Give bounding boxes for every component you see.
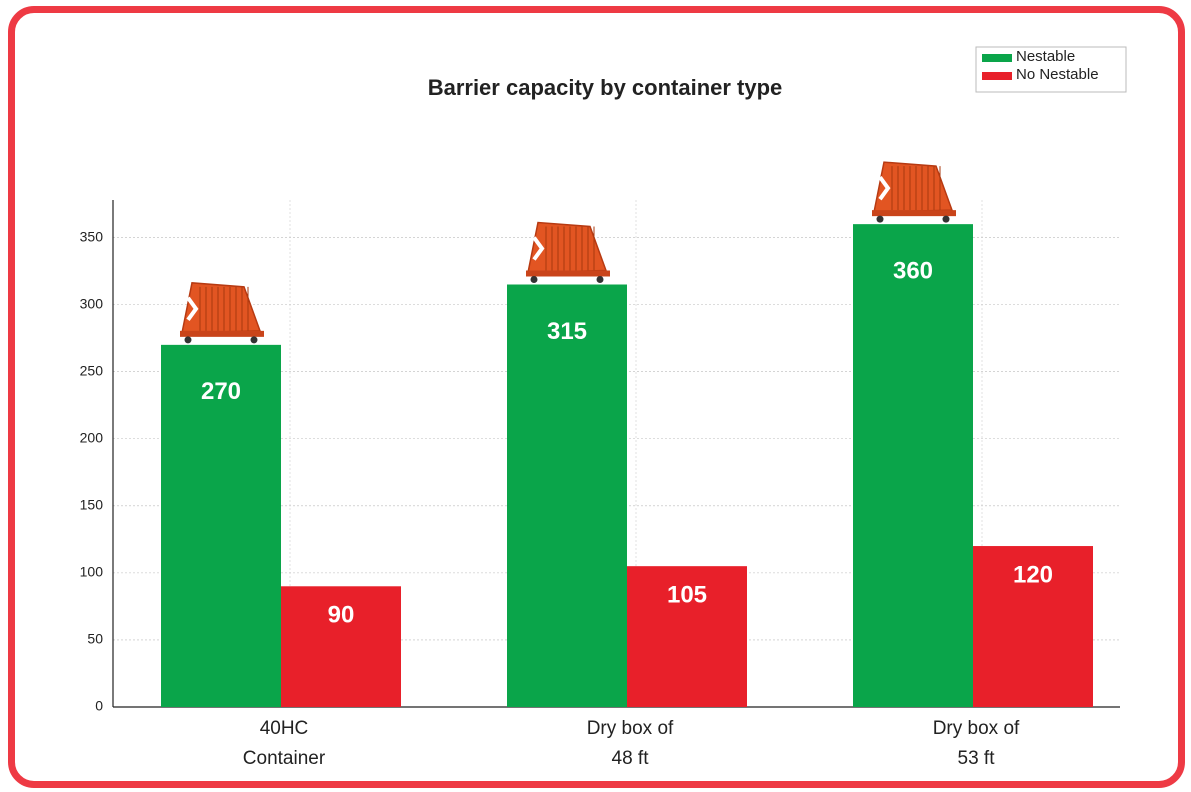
value-label: 90 xyxy=(328,602,355,629)
barrier-base xyxy=(180,331,264,337)
value-label: 105 xyxy=(667,582,707,609)
barrier-icon xyxy=(180,283,264,344)
x-tick-label-line: 40HC xyxy=(260,718,309,739)
y-tick-label: 100 xyxy=(80,564,104,580)
x-tick-label-line: Dry box of xyxy=(587,718,674,739)
page: {"chart_data": {"type": "bar", "title": … xyxy=(0,0,1191,792)
barrier-icon xyxy=(872,162,956,223)
x-tick-label: 40HC Container xyxy=(243,718,326,769)
y-tick-label: 0 xyxy=(95,698,103,714)
value-label: 315 xyxy=(547,318,587,345)
x-tick-label: Dry box of 48 ft xyxy=(587,718,674,769)
x-tick-label-line: 48 ft xyxy=(612,748,650,769)
barrier-base xyxy=(872,210,956,216)
x-tick-label: Dry box of 53 ft xyxy=(933,718,1020,769)
bar xyxy=(507,285,627,708)
value-label: 120 xyxy=(1013,561,1053,588)
bar xyxy=(853,224,973,707)
value-label: 270 xyxy=(201,378,241,405)
barrier-wheel xyxy=(251,336,258,343)
legend-label: No Nestable xyxy=(1016,66,1099,83)
value-label: 360 xyxy=(893,257,933,284)
chart-title: Barrier capacity by container type xyxy=(428,75,783,100)
y-tick-label: 200 xyxy=(80,429,104,445)
y-tick-label: 350 xyxy=(80,228,104,244)
y-tick-label: 50 xyxy=(87,631,103,647)
barrier-wheel xyxy=(597,276,604,283)
x-tick-label-line: Container xyxy=(243,748,326,769)
x-tick-label-line: Dry box of xyxy=(933,718,1020,739)
y-tick-label: 150 xyxy=(80,497,104,513)
barrier-wheel xyxy=(531,276,538,283)
y-tick-label: 250 xyxy=(80,362,104,378)
barrier-icon xyxy=(526,223,610,284)
chart: Barrier capacity by container type 0 50 10… xyxy=(0,0,1191,792)
legend-label: Nestable xyxy=(1016,48,1075,65)
barrier-base xyxy=(526,271,610,277)
y-tick-label: 300 xyxy=(80,295,104,311)
barrier-wheel xyxy=(943,216,950,223)
barrier-wheel xyxy=(877,216,884,223)
x-tick-label-line: 53 ft xyxy=(958,748,996,769)
barrier-wheel xyxy=(185,336,192,343)
legend-swatch xyxy=(982,54,1012,62)
legend-swatch xyxy=(982,72,1012,80)
